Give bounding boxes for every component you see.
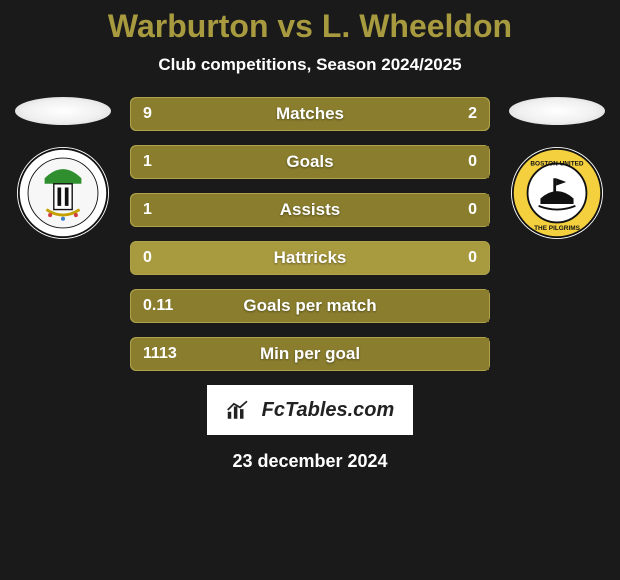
page-title: Warburton vs L. Wheeldon [0,8,620,45]
subtitle: Club competitions, Season 2024/2025 [0,55,620,75]
stat-label: Hattricks [131,248,489,268]
boston-united-icon: BOSTON UNITED THE PILGRIMS [511,147,603,239]
player-right-placeholder [509,97,605,125]
stat-bar: 9Matches2 [130,97,490,131]
branding-text: FcTables.com [262,399,395,422]
stat-fill-left [131,338,489,370]
stat-bar: 0Hattricks0 [130,241,490,275]
stat-fill-left [131,290,489,322]
left-club-crest [17,147,109,239]
stat-fill-left [131,98,425,130]
svg-text:THE PILGRIMS: THE PILGRIMS [534,225,580,232]
stat-value-left: 0 [143,249,152,267]
stat-value-right: 0 [468,249,477,267]
solihull-moors-icon [17,147,109,239]
comparison-card: Warburton vs L. Wheeldon Club competitio… [0,0,620,472]
main-row: 9Matches2 1Goals0 1Assists0 0Hattricks0 0.11… [0,97,620,371]
fctables-logo-icon [226,399,254,421]
branding-badge[interactable]: FcTables.com [207,385,413,435]
player-left-placeholder [15,97,111,125]
stats-column: 9Matches2 1Goals0 1Assists0 0Hattricks0 0.11… [130,97,490,371]
svg-text:BOSTON UNITED: BOSTON UNITED [530,160,584,167]
left-column [8,97,118,239]
stat-fill-left [131,194,489,226]
right-club-crest: BOSTON UNITED THE PILGRIMS [511,147,603,239]
stat-bar: 1Goals0 [130,145,490,179]
stat-bar: 1113Min per goal [130,337,490,371]
stat-fill-left [131,146,489,178]
date-line: 23 december 2024 [0,451,620,472]
stat-bar: 0.11Goals per match [130,289,490,323]
stat-fill-right [425,98,489,130]
stat-bar: 1Assists0 [130,193,490,227]
right-column: BOSTON UNITED THE PILGRIMS [502,97,612,239]
